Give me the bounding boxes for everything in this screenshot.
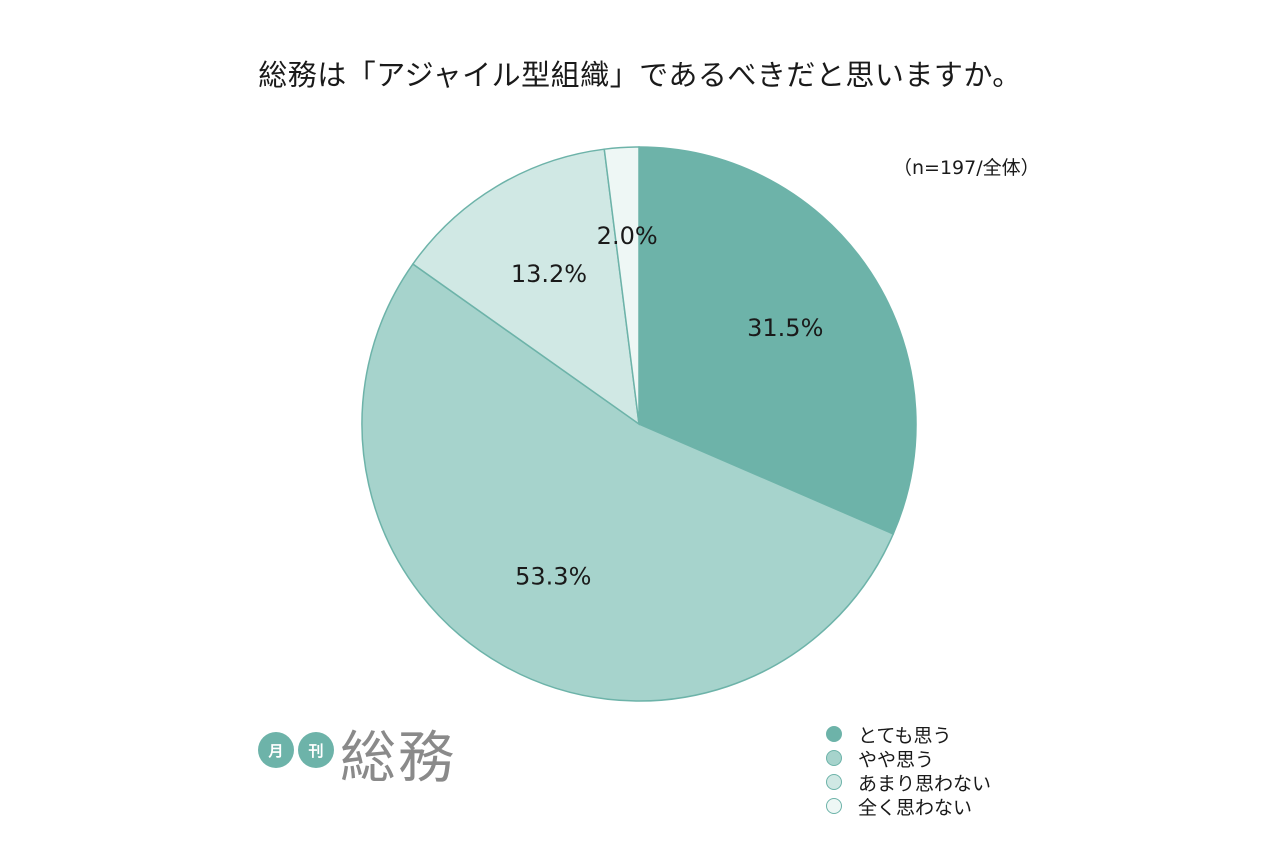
pie-slice	[411, 148, 640, 426]
pie-slice	[603, 146, 640, 425]
pie-slice-label: 13.2%	[511, 260, 587, 288]
pie-slice-label: 31.5%	[747, 314, 823, 342]
legend-item: 全く思わない	[826, 794, 991, 819]
pie-slice-label: 53.3%	[515, 563, 591, 591]
legend-label: やや思う	[858, 748, 935, 771]
legend-label: とても思う	[858, 724, 952, 747]
logo-badge-kan: 刊	[298, 732, 334, 768]
legend-item: やや思う	[826, 746, 991, 771]
legend-swatch	[826, 726, 842, 742]
gekkan-soumu-logo: 月 刊 総務	[258, 726, 458, 794]
pie-slice-label: 2.0%	[597, 222, 658, 250]
logo-wordmark: 総務	[340, 726, 456, 791]
chart-title: 総務は「アジャイル型組織」であるべきだと思いますか。	[258, 58, 1022, 92]
legend: とても思う やや思う あまり思わない 全く思わない	[826, 722, 992, 819]
legend-item: あまり思わない	[826, 770, 992, 795]
legend-swatch	[826, 750, 842, 766]
pie-slice	[638, 146, 917, 535]
logo-badge-tsuki: 月	[258, 732, 294, 768]
sample-size-note: （n=197/全体）	[893, 157, 1040, 179]
pie-slice-labels: 31.5% 53.3% 13.2% 2.0%	[511, 222, 824, 591]
pie-slice	[361, 262, 895, 702]
legend-label: あまり思わない	[858, 772, 992, 795]
legend-swatch	[826, 798, 842, 814]
pie-slices	[361, 146, 917, 702]
legend-label: 全く思わない	[858, 796, 973, 819]
legend-item: とても思う	[826, 722, 991, 747]
legend-swatch	[826, 774, 842, 790]
